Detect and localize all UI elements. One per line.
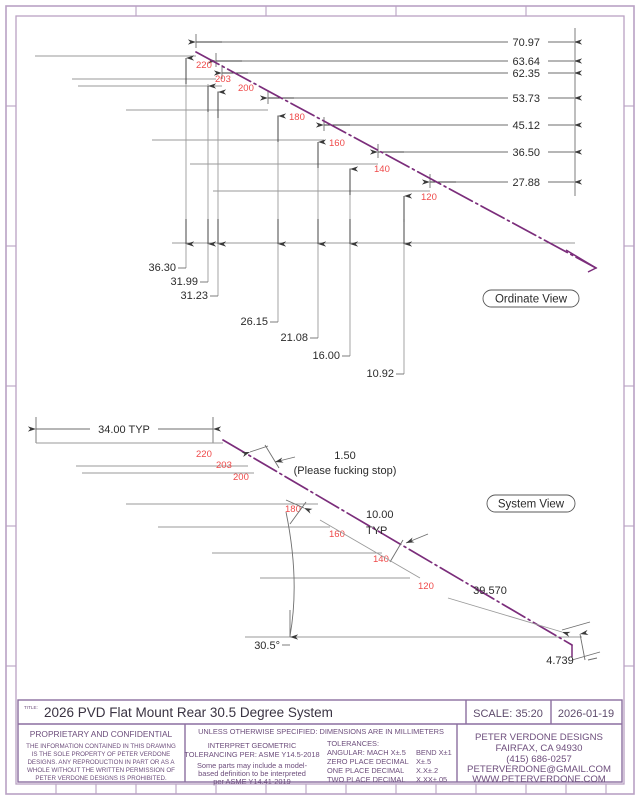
- ordinate-right-dim-5: 36.50: [512, 147, 540, 159]
- system-red-160: 160: [329, 529, 345, 540]
- proprietary-line-3: WHOLE WITHOUT THE WRITTEN PERMISSION OF: [27, 767, 175, 774]
- ordinate-right-dim-4: 45.12: [512, 120, 540, 132]
- system-thickness-label: 1.50: [334, 450, 355, 462]
- ordinate-red-labels: 220 203 200 180 160 140 120: [196, 60, 437, 203]
- ordinate-red-203: 203: [215, 74, 231, 85]
- ordinate-red-200: 200: [238, 83, 254, 94]
- ordinate-bottom-leaders: [178, 267, 404, 375]
- interpret-block: INTERPRET GEOMETRIC TOLERANCING PER: ASM…: [184, 741, 319, 786]
- ordinate-bottom-dim-2: 31.23: [180, 290, 208, 302]
- interpret-note-2: per ASME Y14.41-2019: [213, 777, 291, 786]
- ordinate-bottom-dim-5: 16.00: [312, 350, 340, 362]
- tolerances-heading: TOLERANCES:: [327, 739, 379, 748]
- ordinate-view-label: Ordinate View: [482, 289, 580, 308]
- ordinate-bottom-dim-0: 36.30: [148, 262, 176, 274]
- scale-value: SCALE: 35:20: [473, 708, 543, 720]
- title-label: TITLE:: [24, 705, 38, 710]
- system-view: 34.00 TYP 220 203 200 180 160 140 120: [27, 417, 601, 667]
- sheet-border: [5, 5, 635, 795]
- tolerances-block: TOLERANCES: ANGULAR: MACH X±.5 BEND X±1 …: [327, 739, 452, 784]
- system-red-220: 220: [196, 449, 212, 460]
- drawing-title: 2026 PVD Flat Mount Rear 30.5 Degree Sys…: [44, 705, 333, 720]
- ordinate-centerline: [195, 51, 597, 269]
- system-spacing-dimension: 10.00 TYP: [285, 499, 429, 563]
- system-spacing-label: 10.00: [366, 509, 394, 521]
- tolerance-label-1: ZERO PLACE DECIMAL: [327, 757, 409, 766]
- system-view-label: System View: [486, 494, 576, 513]
- company-line-3: PETERVERDONE@GMAIL.COM: [467, 764, 611, 775]
- ordinate-right-dim-0: 70.97: [512, 37, 540, 49]
- system-red-120: 120: [418, 581, 434, 592]
- proprietary-line-1: IS THE SOLE PROPERTY OF PETER VERDONE: [32, 751, 171, 758]
- proprietary-line-4: PETER VERDONE DESIGNS IS PROHIBITED.: [35, 775, 167, 782]
- tolerance-value-1: X±.5: [416, 757, 431, 766]
- interpret-line-0: INTERPRET GEOMETRIC: [208, 741, 297, 750]
- ordinate-right-dimlines: [196, 41, 508, 183]
- ordinate-bottom-dim-4: 21.08: [280, 332, 308, 344]
- system-red-203: 203: [216, 460, 232, 471]
- title-block: TITLE: 2026 PVD Flat Mount Rear 30.5 Deg…: [17, 699, 623, 786]
- interpret-note-1: based definition to be interpreted: [198, 769, 306, 778]
- ordinate-red-120: 120: [421, 192, 437, 203]
- system-centerline: [222, 439, 573, 646]
- proprietary-heading: PROPRIETARY AND CONFIDENTIAL: [30, 729, 173, 739]
- ordinate-bottom-dim-3: 26.15: [240, 316, 268, 328]
- system-spacing-suffix: TYP: [366, 525, 387, 537]
- proprietary-body: THE INFORMATION CONTAINED IN THIS DRAWIN…: [26, 743, 176, 782]
- ordinate-vertical-lines: [185, 60, 405, 374]
- ordinate-bottom-dim-1: 31.99: [170, 276, 198, 288]
- ordinate-red-220: 220: [196, 60, 212, 71]
- system-view-label-text: System View: [498, 499, 565, 511]
- ordinate-right-dimension-labels: 70.97 63.64 62.35 53.73 45.12 36.50 27.8…: [512, 37, 540, 189]
- system-typ-dimension-label: 34.00 TYP: [98, 424, 150, 436]
- date-value: 2026-01-19: [558, 708, 614, 720]
- system-red-180: 180: [285, 504, 301, 515]
- tolerance-label-0: ANGULAR: MACH X±.5: [327, 748, 406, 757]
- system-typ-dimension: 34.00 TYP: [27, 417, 222, 443]
- system-red-labels: 220 203 200 180 160 140 120: [196, 449, 434, 592]
- company-line-0: PETER VERDONE DESIGNS: [475, 732, 603, 743]
- system-length-label: 39.570: [473, 585, 507, 597]
- ordinate-red-180: 180: [289, 112, 305, 123]
- ordinate-bottom-dimension-labels: 36.30 31.99 31.23 26.15 21.08 16.00 10.9…: [148, 262, 394, 380]
- system-angle-label: 30.5°: [254, 640, 280, 652]
- company-line-1: FAIRFAX, CA 94930: [496, 743, 583, 754]
- system-end-dimension: 4.739: [546, 621, 601, 667]
- tolerance-label-2: ONE PLACE DECIMAL: [327, 766, 404, 775]
- ordinate-red-140: 140: [374, 164, 390, 175]
- system-red-200: 200: [233, 472, 249, 483]
- system-thickness-note: (Please fucking stop): [294, 465, 397, 477]
- system-length-dimension: 39.570: [319, 519, 571, 637]
- ordinate-view-label-text: Ordinate View: [495, 294, 568, 306]
- ordinate-right-dim-2: 62.35: [512, 68, 540, 80]
- company-line-2: (415) 686-0257: [506, 754, 572, 765]
- tolerance-label-3: TWO PLACE DECIMAL: [327, 775, 405, 784]
- ordinate-view: 70.97 63.64 62.35 53.73 45.12 36.50 27.8…: [35, 28, 598, 380]
- proprietary-line-0: THE INFORMATION CONTAINED IN THIS DRAWIN…: [26, 743, 176, 750]
- interpret-note-0: Some parts may include a model-: [197, 761, 308, 770]
- ordinate-extension-lines: [35, 55, 430, 192]
- system-thickness-dimension: 1.50 (Please fucking stop): [241, 444, 397, 477]
- system-red-140: 140: [373, 554, 389, 565]
- ordinate-centerline-tail: [565, 249, 598, 273]
- system-extension-lines: [36, 442, 582, 638]
- ordinate-right-dim-1: 63.64: [512, 56, 540, 68]
- ordinate-bottom-dim-6: 10.92: [366, 368, 394, 380]
- tolerance-value-2: X.X±.2: [416, 766, 438, 775]
- tolerance-value-0: BEND X±1: [416, 748, 452, 757]
- system-end-label: 4.739: [546, 655, 574, 667]
- tolerance-value-3: X.XX±.05: [416, 775, 447, 784]
- ordinate-red-160: 160: [329, 138, 345, 149]
- ordinate-right-dim-3: 53.73: [512, 93, 540, 105]
- interpret-line-1: TOLERANCING PER: ASME Y14.5-2018: [184, 750, 319, 759]
- system-angle-dimension: 30.5°: [254, 511, 299, 652]
- units-heading: UNLESS OTHERWISE SPECIFIED: DIMENSIONS A…: [198, 727, 444, 736]
- ordinate-right-dim-6: 27.88: [512, 177, 540, 189]
- company-block: PETER VERDONE DESIGNS FAIRFAX, CA 94930 …: [467, 732, 611, 785]
- company-line-4: WWW.PETERVERDONE.COM: [472, 774, 606, 785]
- proprietary-line-2: DESIGNS. ANY REPRODUCTION IN PART OR AS …: [27, 759, 175, 766]
